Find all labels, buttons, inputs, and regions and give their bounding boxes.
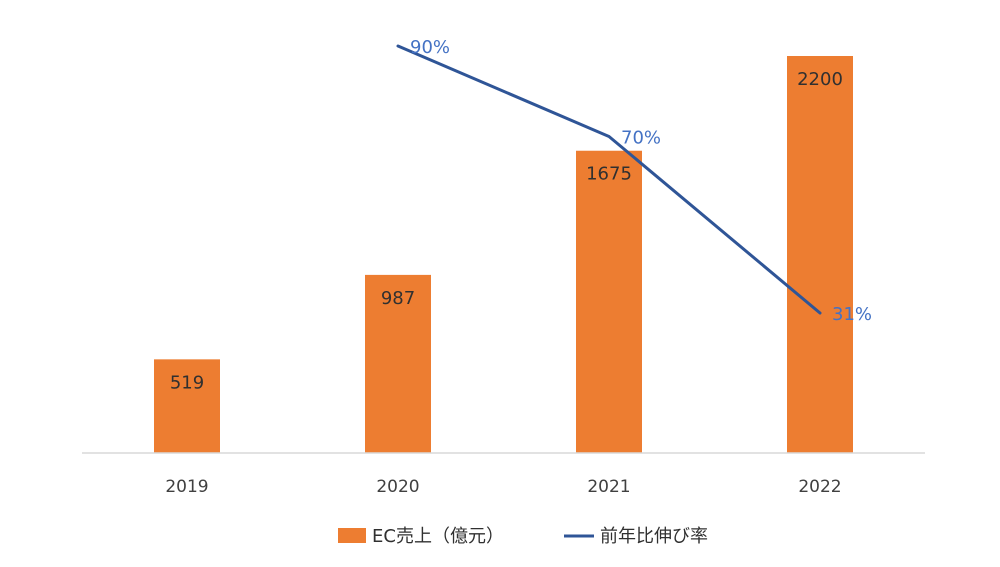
- bar-label-2022: 2200: [797, 69, 843, 90]
- bar-2019: [154, 359, 220, 453]
- bar-label-2019: 519: [170, 372, 204, 393]
- line-series: [396, 44, 822, 315]
- legend-swatch-bar: [338, 528, 366, 543]
- growth-line: [396, 44, 822, 315]
- bar-series: [154, 56, 853, 453]
- x-tick-2020: 2020: [376, 477, 419, 497]
- x-axis-ticks: 2019 2020 2021 2022: [165, 477, 841, 497]
- line-label-2021: 70%: [621, 128, 661, 149]
- bar-label-2020: 987: [381, 288, 415, 309]
- legend-label-line: 前年比伸び率: [600, 526, 708, 547]
- x-tick-2022: 2022: [798, 477, 841, 497]
- bar-label-2021: 1675: [586, 164, 632, 185]
- line-label-2022: 31%: [832, 304, 872, 325]
- bar-2020: [365, 274, 431, 453]
- legend: EC売上（億元） 前年比伸び率: [338, 526, 708, 547]
- x-tick-2021: 2021: [587, 477, 630, 497]
- bar-data-labels: 519 987 1675 2200: [170, 69, 843, 393]
- bar-2021: [576, 150, 642, 453]
- x-tick-2019: 2019: [165, 477, 208, 497]
- line-label-2020: 90%: [410, 37, 450, 58]
- line-data-labels: 90% 70% 31%: [410, 37, 872, 325]
- legend-label-bar: EC売上（億元）: [372, 526, 504, 547]
- bar-2022: [787, 56, 853, 453]
